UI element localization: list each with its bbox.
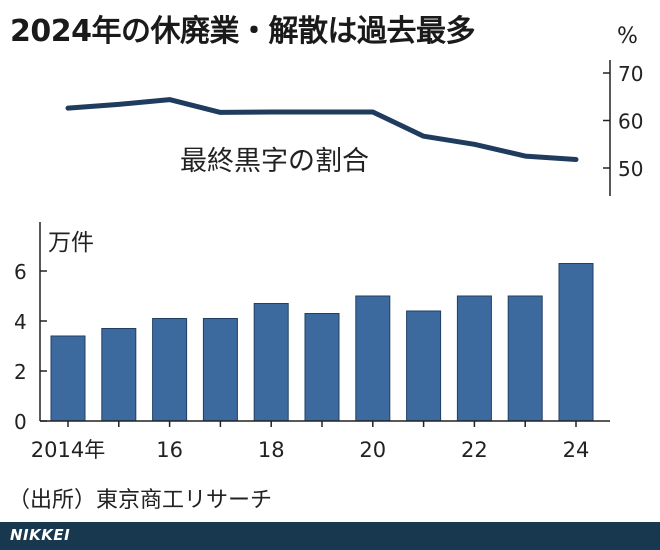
bar-y-tick-label: 0 — [14, 410, 27, 434]
bar-y-tick-label: 2 — [14, 360, 27, 384]
brand-logo: NIKKEI — [10, 526, 71, 544]
line-unit-label: % — [617, 24, 638, 49]
series-label: 最終黒字の割合 — [180, 146, 369, 177]
bar-2019 — [304, 313, 340, 422]
bar-x-tick-label: 2014年 — [31, 438, 105, 462]
bar-2014 — [50, 335, 86, 422]
bar-2017 — [202, 318, 238, 422]
bar-2023 — [507, 295, 543, 422]
bar-x-ticks: 2014年 16 18 20 22 24 — [31, 421, 590, 462]
bar-2015 — [101, 328, 137, 422]
bar-2016 — [152, 318, 188, 422]
line-y-ticks: 50 60 70 — [603, 62, 643, 181]
bar-x-tick-label: 20 — [359, 438, 386, 462]
bar-2021 — [406, 310, 442, 422]
bar-x-tick-label: 16 — [156, 438, 183, 462]
bar-x-tick-label: 24 — [563, 438, 590, 462]
bar-2020 — [355, 295, 391, 422]
footer-bar: NIKKEI — [0, 522, 660, 550]
line-y-tick-label: 60 — [618, 110, 643, 134]
bar-unit-label: 万件 — [48, 230, 94, 256]
bar-y-ticks: 0 2 4 6 — [14, 260, 47, 434]
chart-title: 2024年の休廃業・解散は過去最多 — [10, 14, 476, 49]
series-line-profit-share — [65, 97, 579, 162]
bar-x-tick-label: 22 — [461, 438, 488, 462]
bar-2022 — [456, 295, 492, 422]
bar-2024 — [558, 263, 594, 422]
bar-y-tick-label: 4 — [14, 310, 27, 334]
bar-2018 — [253, 303, 289, 422]
line-panel: 50 60 70 最終黒字の割合 % — [65, 24, 643, 196]
bar-y-tick-label: 6 — [14, 260, 27, 284]
source-note: （出所）東京商工リサーチ — [8, 488, 273, 513]
bar-x-tick-label: 18 — [258, 438, 285, 462]
bar-series — [50, 263, 594, 422]
line-y-tick-label: 50 — [618, 157, 643, 181]
line-y-tick-label: 70 — [618, 62, 643, 86]
